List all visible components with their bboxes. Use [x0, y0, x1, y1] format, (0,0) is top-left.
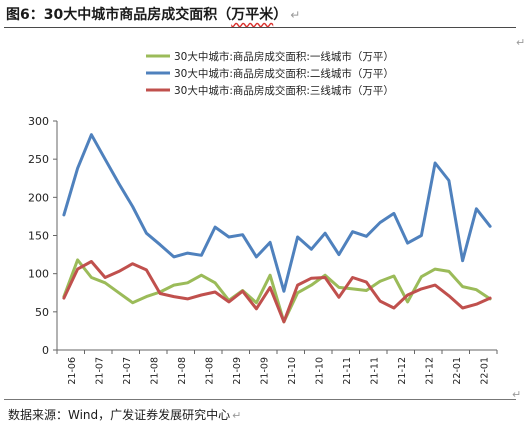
y-tick-label: 50 [35, 306, 49, 319]
x-tick-label: 21-08 [204, 357, 215, 385]
series-line-1 [62, 258, 492, 324]
x-tick-label: 21-10 [287, 357, 298, 385]
y-tick-label: 100 [28, 268, 49, 281]
paragraph-mark: ↵ [516, 36, 526, 49]
plot-area [62, 133, 492, 324]
figure-title: 图6：30大中城市商品房成交面积（万平米） ↵ [6, 7, 301, 23]
x-tick-label: 21-10 [314, 357, 325, 385]
paragraph-mark: ↵ [290, 8, 301, 22]
y-tick-label: 250 [28, 153, 49, 166]
y-tick-label: 0 [42, 344, 49, 357]
legend-label: 30大中城市:商品房成交面积:一线城市（万平） [174, 50, 394, 63]
source-rule [4, 399, 516, 400]
x-tick-label: 22-01 [452, 357, 463, 385]
paragraph-mark: ↵ [232, 409, 242, 422]
x-tick-label: 21-07 [122, 357, 133, 385]
chart-legend: 30大中城市:商品房成交面积:一线城市（万平） 30大中城市:商品房成交面积:二线… [146, 50, 394, 97]
series-line-2 [62, 133, 492, 293]
legend-label: 30大中城市:商品房成交面积:二线城市（万平） [174, 67, 394, 80]
y-tick-label: 200 [28, 191, 49, 204]
x-tick-label: 21-08 [177, 357, 188, 385]
x-tick-label: 21-11 [342, 357, 353, 385]
data-source-note: 数据来源：Wind，广发证券发展研究中心 ↵ [8, 408, 242, 422]
x-tick-label: 21-11 [369, 357, 380, 385]
x-tick-label: 21-08 [149, 357, 160, 385]
series-line-3 [62, 260, 492, 324]
x-tick-label: 21-07 [94, 357, 105, 385]
y-tick-label: 150 [28, 230, 49, 243]
chart-axes: 0 50 100 150 200 250 300 21-06 21-07 21-07 21-08 21… [28, 115, 498, 385]
x-tick-label: 21-09 [259, 357, 270, 385]
x-tick-label: 21-06 [67, 357, 78, 385]
legend-label: 30大中城市:商品房成交面积:三线城市（万平） [174, 84, 394, 97]
x-tick-label: 22-01 [479, 357, 490, 385]
title-rule [4, 27, 516, 28]
x-tick-label: 21-09 [232, 357, 243, 385]
paragraph-mark: ↵ [512, 388, 522, 401]
x-tick-label: 21-12 [397, 357, 408, 385]
y-tick-label: 300 [28, 115, 49, 128]
x-tick-label: 21-12 [424, 357, 435, 385]
